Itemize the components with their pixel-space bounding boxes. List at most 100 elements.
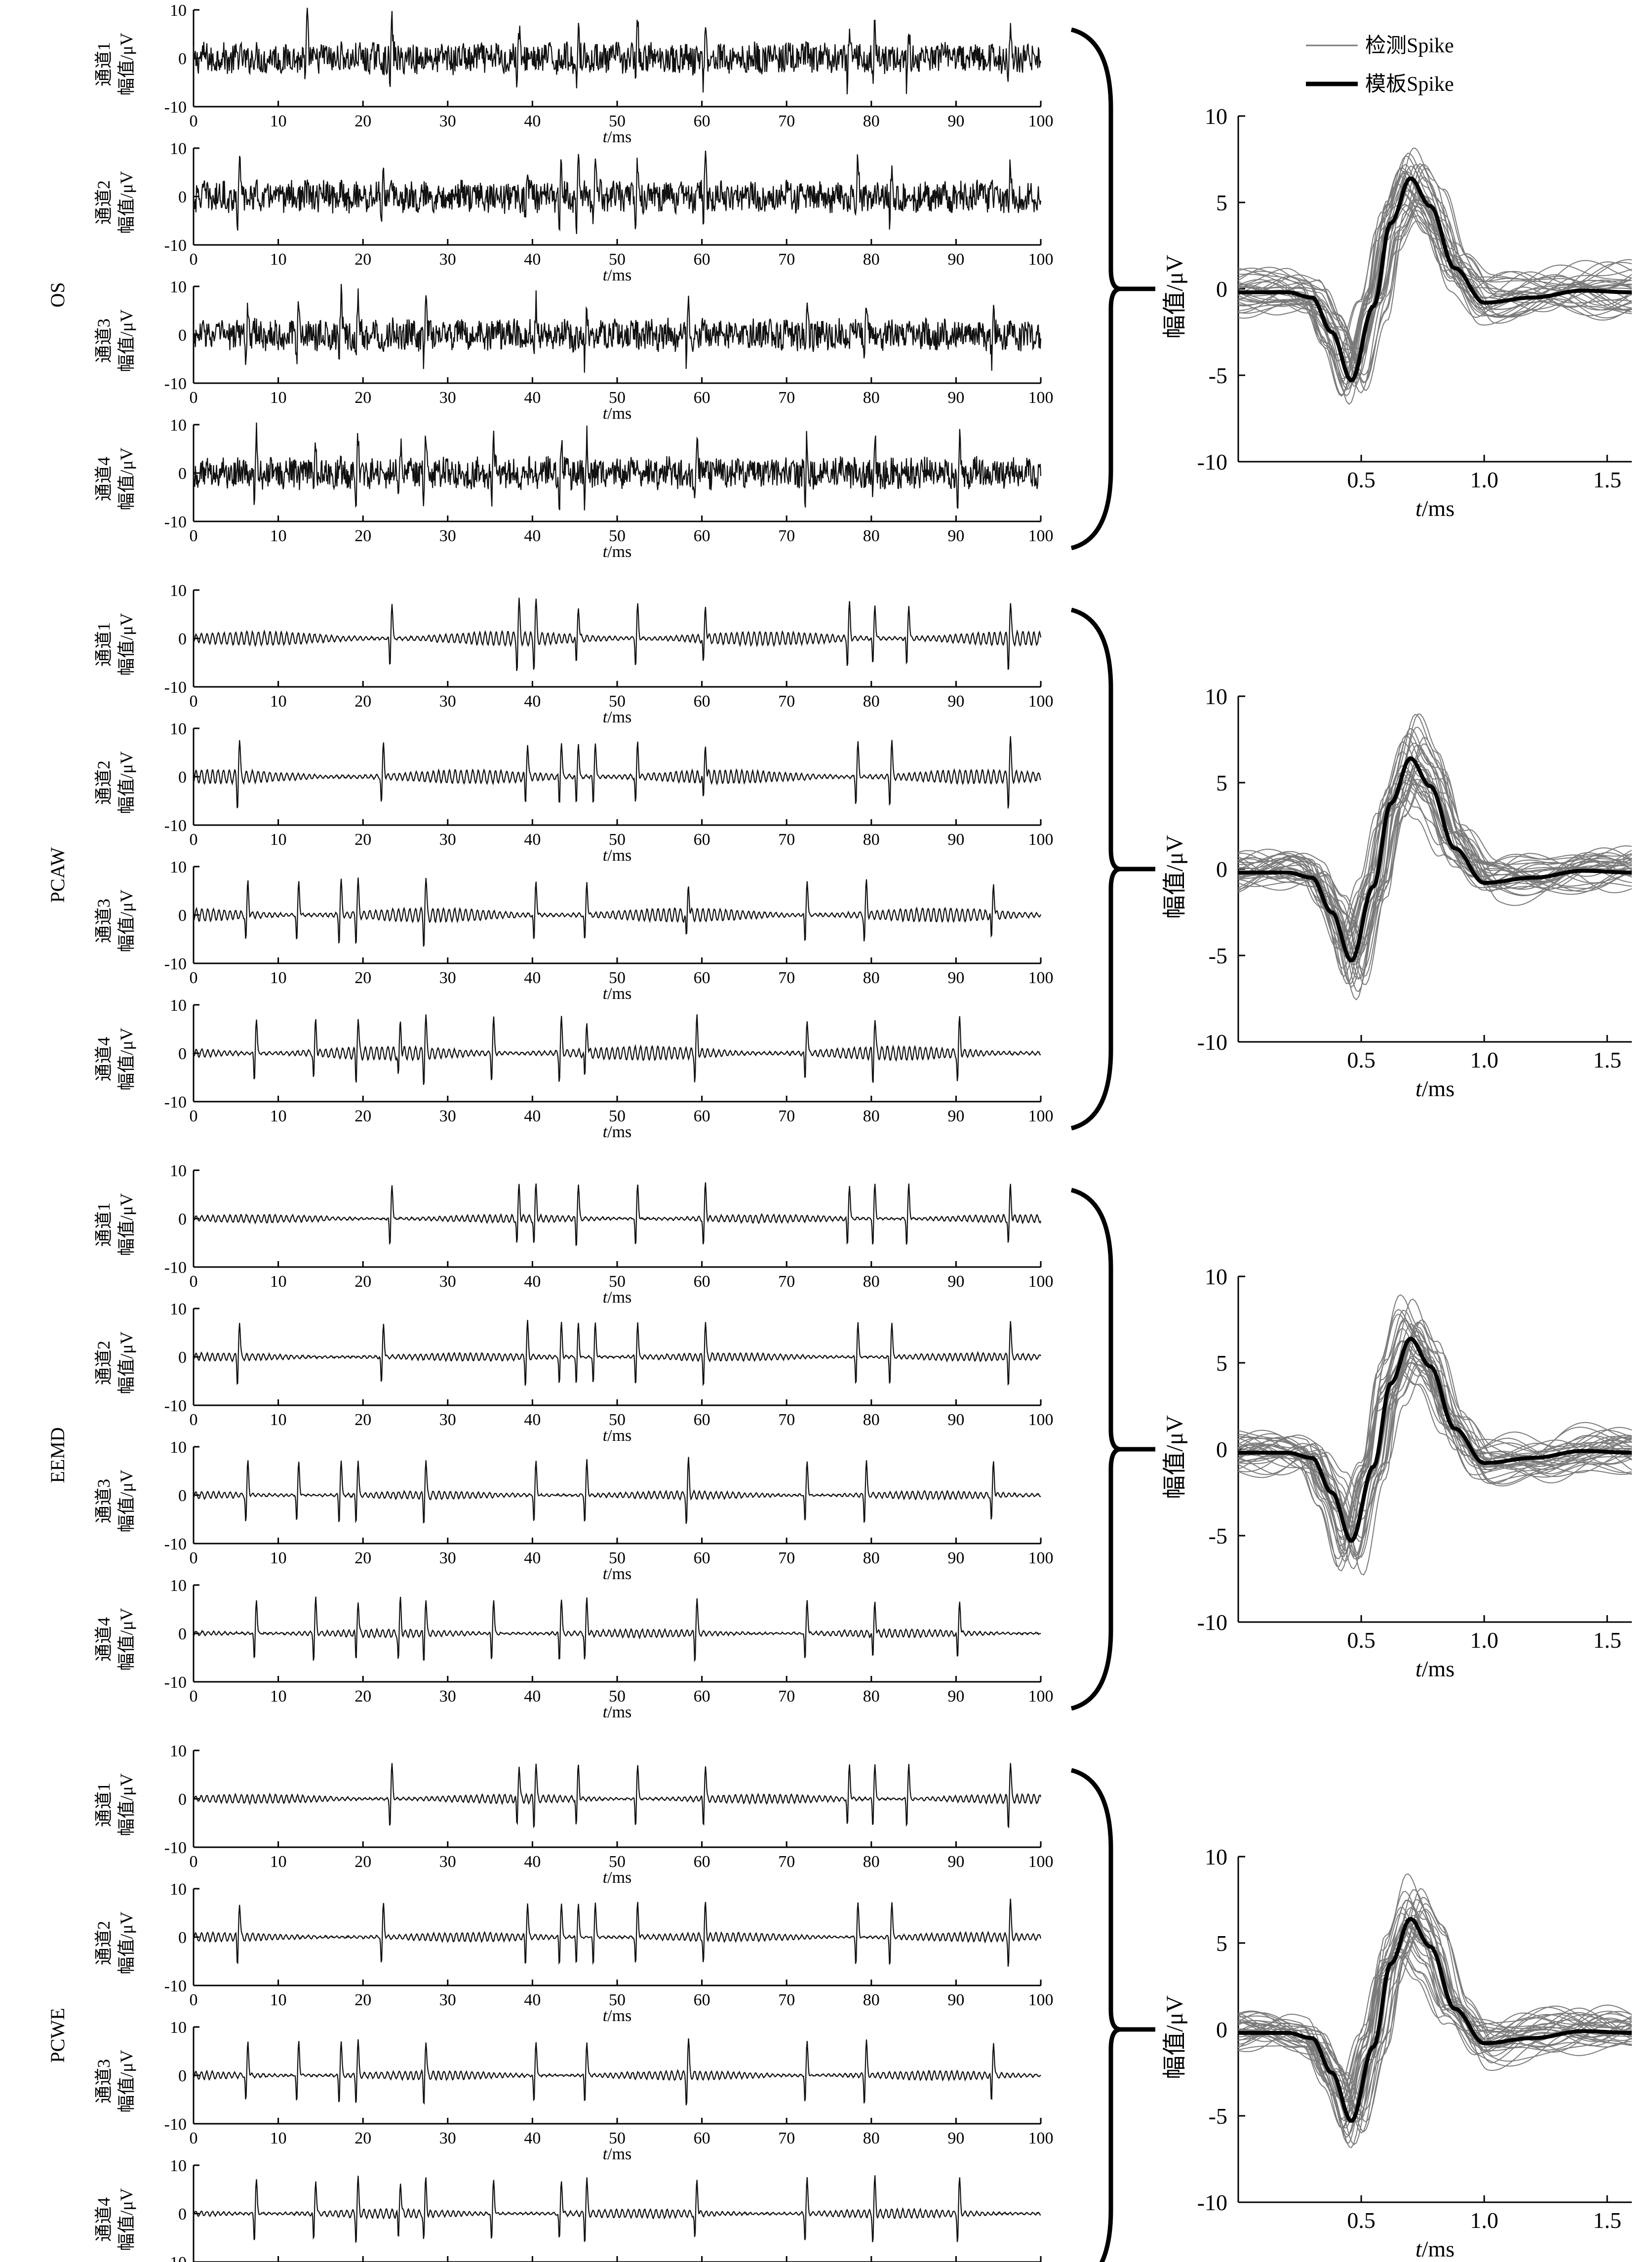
x-tick-label: 10 [270,831,287,849]
signal-trace [193,736,1042,809]
detected-spike-29 [1238,1369,1632,1512]
method-label: EEMD [46,1427,69,1483]
spike-y-tick-label: 5 [1216,770,1227,795]
signal-trace [193,1457,1041,1524]
x-tick-label: 100 [1028,112,1054,130]
ms-unit: /ms [1422,496,1455,521]
spike-y-axis-label: 幅值/μV [1162,835,1188,919]
x-axis-label: t/ms [603,1288,632,1307]
spike-y-tick-label: 10 [1205,684,1227,709]
spike-y-tick-label: 0 [1216,277,1227,302]
x-tick-label: 30 [439,1549,456,1567]
x-tick-label: 60 [694,1991,710,2009]
t-symbol: t [603,1288,608,1307]
t-symbol: t [603,1868,608,1887]
x-tick-label: 50 [609,527,626,545]
x-tick-label: 30 [439,831,456,849]
x-tick-label: 90 [947,1687,964,1706]
x-tick-label: 60 [694,1687,710,1706]
x-axis-label: t/ms [603,543,632,561]
signal-trace [193,2175,1041,2243]
x-tick-label: 70 [778,2129,795,2147]
detected-spike-24 [1238,1328,1632,1557]
ms-unit: /ms [607,846,631,865]
ms-unit: /ms [607,1703,631,1721]
x-tick-label: 60 [694,1549,710,1567]
x-tick-label: 90 [947,1411,964,1429]
x-tick-label: 40 [524,250,541,269]
y-tick-label: -10 [164,513,187,531]
t-symbol: t [603,128,608,146]
spike-y-tick-label: 10 [1205,1264,1227,1289]
x-tick-label: 40 [524,969,541,987]
x-tick-label: 20 [354,1107,371,1125]
x-tick-label: 100 [1028,1991,1054,2009]
y-tick-label: 0 [178,50,187,68]
t-symbol: t [603,1123,608,1141]
x-tick-label: 100 [1028,1411,1054,1429]
x-tick-label: 90 [947,1853,964,1871]
x-tick-label: 0 [190,831,198,849]
x-tick-label: 60 [694,250,710,269]
y-tick-label: -10 [164,1839,187,1857]
channel-label: 通道2 [94,180,114,225]
amplitude-label: 幅值/μV [117,1911,136,1974]
y-tick-label: 10 [170,2157,187,2175]
x-tick-label: 80 [863,250,880,269]
spike-y-tick-label: 5 [1216,190,1227,215]
x-tick-label: 20 [354,1991,371,2009]
channel-label: 通道2 [94,1341,114,1385]
x-tick-label: 80 [863,692,880,711]
x-tick-label: 20 [354,527,371,545]
x-tick-label: 0 [190,1411,198,1429]
y-tick-label: 0 [178,1349,187,1367]
signal-trace [193,1320,1041,1387]
t-symbol: t [603,543,608,561]
spike-x-tick-label: 1.5 [1593,1627,1621,1653]
detected-spike-21 [1238,770,1632,933]
x-tick-label: 50 [609,1687,626,1706]
y-tick-label: -10 [164,1259,187,1277]
channel-label: 通道4 [94,457,114,501]
x-tick-label: 70 [778,1411,795,1429]
amplitude-label: 幅值/μV [117,1469,136,1532]
detected-spike-25 [1238,714,1632,980]
method-label: OS [46,282,69,307]
t-symbol: t [1416,1076,1422,1101]
y-tick-label: 10 [170,1880,187,1899]
spike-y-tick-label: 10 [1205,1844,1227,1869]
x-tick-label: 100 [1028,250,1054,269]
ms-unit: /ms [607,1288,631,1307]
x-tick-label: 100 [1028,1272,1054,1291]
y-tick-label: -10 [164,375,187,393]
x-tick-label: 80 [863,112,880,130]
spike-panel: 0.5 1.0 1.5 10 5 0 -5 -10 t/ms 幅值/μV [1162,684,1632,1101]
detected-spike-22 [1238,1951,1632,2102]
x-tick-label: 60 [694,692,710,711]
x-tick-label: 100 [1028,1549,1054,1567]
x-tick-label: 20 [354,831,371,849]
amplitude-label: 幅值/μV [117,751,136,814]
y-tick-label: -10 [164,237,187,255]
spike-panel: 0.5 1.0 1.5 10 5 0 -5 -10 t/ms 幅值/μV [1162,1264,1632,1681]
template-spike [1238,1917,1632,2123]
y-tick-label: -10 [164,1977,187,1995]
x-tick-label: 0 [190,1107,198,1125]
x-tick-label: 50 [609,112,626,130]
template-spike [1238,756,1632,962]
y-tick-label: 0 [178,907,187,925]
x-tick-label: 100 [1028,692,1054,711]
signal-trace [193,2038,1041,2105]
y-tick-label: 10 [170,1162,187,1180]
spike-y-tick-label: -5 [1209,943,1227,968]
ms-unit: /ms [1422,1076,1455,1101]
spike-x-axis-label: t/ms [1416,1656,1455,1681]
x-tick-label: 70 [778,389,795,407]
spike-y-tick-label: 0 [1216,1437,1227,1462]
x-tick-label: 90 [947,250,964,269]
detected-spike-24 [1238,782,1632,944]
